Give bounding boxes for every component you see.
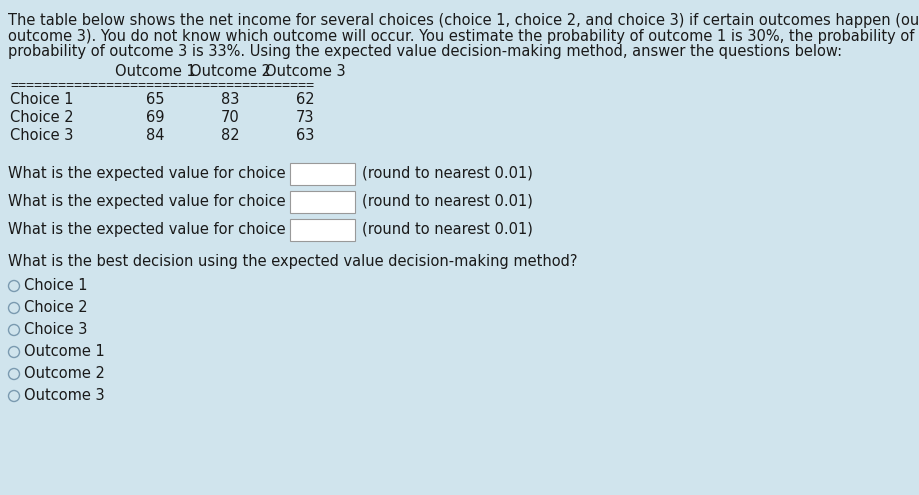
Text: outcome 3). You do not know which outcome will occur. You estimate the probabili: outcome 3). You do not know which outcom…	[8, 29, 919, 44]
Text: Choice 1: Choice 1	[24, 279, 87, 294]
Text: 62: 62	[296, 93, 314, 107]
Text: What is the expected value for choice 3?: What is the expected value for choice 3?	[8, 222, 307, 237]
Text: 84: 84	[146, 129, 165, 144]
Text: Outcome 3: Outcome 3	[24, 389, 104, 403]
Text: 65: 65	[146, 93, 165, 107]
Text: Outcome 3: Outcome 3	[265, 64, 346, 80]
Text: probability of outcome 3 is 33%. Using the expected value decision-making method: probability of outcome 3 is 33%. Using t…	[8, 44, 842, 59]
Text: (round to nearest 0.01): (round to nearest 0.01)	[362, 222, 533, 237]
Circle shape	[8, 325, 19, 336]
Text: 83: 83	[221, 93, 239, 107]
Text: Outcome 1: Outcome 1	[115, 64, 196, 80]
Text: ======================================: ======================================	[10, 80, 314, 93]
Text: 70: 70	[221, 110, 239, 126]
Text: What is the expected value for choice 2?: What is the expected value for choice 2?	[8, 194, 307, 209]
Circle shape	[8, 281, 19, 292]
Text: What is the best decision using the expected value decision-making method?: What is the best decision using the expe…	[8, 254, 577, 269]
Text: What is the expected value for choice 1?: What is the expected value for choice 1?	[8, 166, 307, 181]
Text: 69: 69	[146, 110, 165, 126]
Circle shape	[8, 346, 19, 357]
Text: Choice 3: Choice 3	[10, 129, 74, 144]
Text: 73: 73	[296, 110, 314, 126]
Text: Choice 1: Choice 1	[10, 93, 74, 107]
Text: Choice 2: Choice 2	[10, 110, 74, 126]
Text: Outcome 1: Outcome 1	[24, 345, 104, 359]
Text: 63: 63	[296, 129, 314, 144]
Circle shape	[8, 368, 19, 380]
Text: The table below shows the net income for several choices (choice 1, choice 2, an: The table below shows the net income for…	[8, 13, 919, 28]
Text: Choice 2: Choice 2	[24, 300, 87, 315]
Text: (round to nearest 0.01): (round to nearest 0.01)	[362, 194, 533, 209]
FancyBboxPatch shape	[290, 218, 355, 241]
FancyBboxPatch shape	[290, 162, 355, 185]
Circle shape	[8, 391, 19, 401]
Text: Outcome 2: Outcome 2	[24, 366, 105, 382]
Text: Choice 3: Choice 3	[24, 323, 87, 338]
FancyBboxPatch shape	[290, 191, 355, 212]
Text: 82: 82	[221, 129, 239, 144]
Text: Outcome 2: Outcome 2	[189, 64, 270, 80]
Text: (round to nearest 0.01): (round to nearest 0.01)	[362, 166, 533, 181]
Circle shape	[8, 302, 19, 313]
